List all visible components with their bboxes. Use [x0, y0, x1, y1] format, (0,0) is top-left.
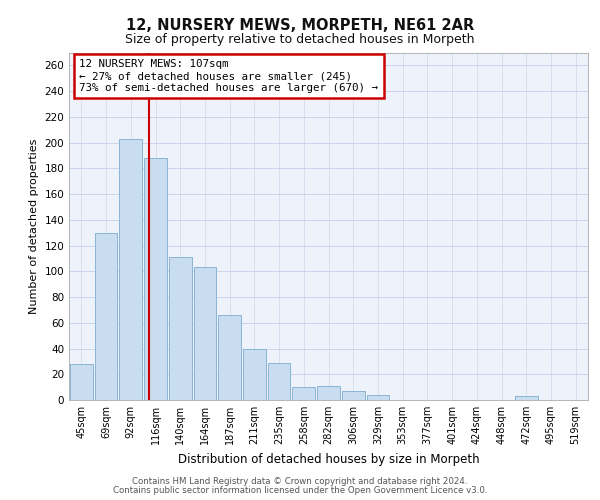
- Text: 12, NURSERY MEWS, MORPETH, NE61 2AR: 12, NURSERY MEWS, MORPETH, NE61 2AR: [126, 18, 474, 32]
- Bar: [144, 158, 167, 400]
- Bar: [169, 257, 191, 400]
- Y-axis label: Number of detached properties: Number of detached properties: [29, 138, 39, 314]
- Text: Contains public sector information licensed under the Open Government Licence v3: Contains public sector information licen…: [113, 486, 487, 495]
- Bar: [95, 232, 118, 400]
- Bar: [243, 348, 266, 400]
- Bar: [342, 391, 365, 400]
- Bar: [367, 395, 389, 400]
- Bar: [194, 268, 216, 400]
- Text: Size of property relative to detached houses in Morpeth: Size of property relative to detached ho…: [125, 32, 475, 46]
- Bar: [268, 362, 290, 400]
- Text: Contains HM Land Registry data © Crown copyright and database right 2024.: Contains HM Land Registry data © Crown c…: [132, 477, 468, 486]
- Bar: [218, 315, 241, 400]
- Bar: [292, 387, 315, 400]
- Bar: [317, 386, 340, 400]
- Text: 12 NURSERY MEWS: 107sqm
← 27% of detached houses are smaller (245)
73% of semi-d: 12 NURSERY MEWS: 107sqm ← 27% of detache…: [79, 60, 379, 92]
- Bar: [119, 138, 142, 400]
- Bar: [515, 396, 538, 400]
- X-axis label: Distribution of detached houses by size in Morpeth: Distribution of detached houses by size …: [178, 452, 479, 466]
- Bar: [70, 364, 93, 400]
